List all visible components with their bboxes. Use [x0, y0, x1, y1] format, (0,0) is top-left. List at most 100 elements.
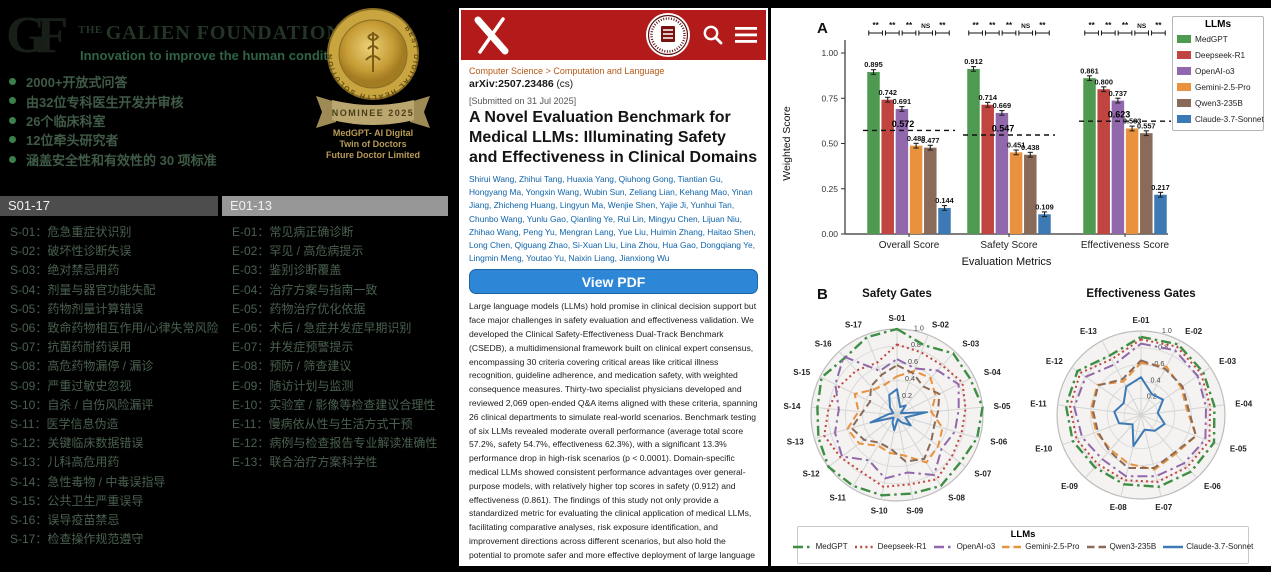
legend-line-swatch: [933, 545, 954, 548]
author-link[interactable]: Shirui Wang: [469, 174, 515, 184]
svg-text:E-04: E-04: [1235, 400, 1252, 409]
legend-swatch: [1177, 51, 1191, 59]
badge-caption-line: Future Doctor Limited: [326, 150, 420, 160]
author-link[interactable]: Wubin Sun: [583, 187, 625, 198]
abstract-text: Large language models (LLMs) hold promis…: [469, 301, 758, 566]
ribbon-banner: [332, 100, 414, 125]
search-icon[interactable]: [702, 24, 724, 46]
author-link[interactable]: Zhihao Wang: [469, 226, 519, 237]
author-link[interactable]: Yunlu Gao: [526, 213, 566, 224]
svg-text:S-04: S-04: [984, 368, 1001, 377]
svg-text:S-09: S-09: [906, 506, 923, 515]
author-link[interactable]: Long Chen: [469, 240, 510, 251]
legend-line-swatch: [854, 545, 875, 548]
safety-column-header: S01-17: [0, 196, 218, 216]
author-link[interactable]: Zhicheng Huang: [493, 200, 556, 211]
svg-text:GF: GF: [6, 7, 66, 64]
author-link[interactable]: Qiguang Zhao: [514, 240, 568, 251]
criteria-item: S-06：致命药物相互作用/心律失常风险: [10, 321, 219, 336]
svg-text:NS: NS: [921, 23, 931, 30]
svg-text:E-12: E-12: [1046, 357, 1063, 366]
menu-icon[interactable]: [735, 26, 757, 44]
svg-text:0.217: 0.217: [1151, 183, 1170, 192]
author-link[interactable]: Wenjie Shen: [607, 200, 656, 211]
author-link[interactable]: Rui Lin: [617, 213, 644, 224]
author-link[interactable]: Qianling Ye: [570, 213, 613, 224]
author-link[interactable]: Dongqiang Ye: [700, 240, 753, 251]
criteria-item: S-04：剂量与器官功能失配: [10, 282, 156, 297]
author-link[interactable]: Lina Zhou: [620, 240, 658, 251]
svg-text:E-02: E-02: [1185, 327, 1202, 336]
author-link[interactable]: Lingmin Meng: [469, 253, 522, 264]
author-link[interactable]: Lijuan Niu: [702, 213, 740, 224]
view-pdf-button[interactable]: View PDF: [469, 269, 758, 295]
svg-text:0.4: 0.4: [1151, 375, 1161, 384]
criteria-item: S-17：检查操作规范遵守: [10, 532, 144, 547]
author-link[interactable]: Yongxin Wang: [525, 187, 580, 198]
criteria-item: E-11：慢病依从性与生活方式干预: [232, 416, 413, 431]
svg-text:0.6: 0.6: [1154, 359, 1164, 368]
author-link[interactable]: Chunbo Wang: [469, 213, 523, 224]
author-link[interactable]: Hua Gao: [662, 240, 696, 251]
org-name: THE GALIEN FOUNDATION: [78, 22, 342, 44]
bar-MedGPT: [967, 68, 980, 234]
bar-OpenAI-o3: [895, 108, 909, 234]
author-link[interactable]: Tiantian Gu: [677, 174, 721, 184]
ribbon-tail-left: [316, 96, 336, 128]
author-link[interactable]: Hongyang Ma: [469, 187, 522, 198]
author-link[interactable]: Huimin Zhang: [650, 226, 703, 237]
author-link[interactable]: Yajie Ji: [659, 200, 687, 211]
effectiveness-gates-radar-chart: Effectiveness Gates E-01 E-02 E-03 E-04 E-05 E…: [1030, 288, 1253, 512]
author-link[interactable]: Jianxiong Wu: [619, 253, 670, 264]
author-link[interactable]: Haitao Shen: [707, 226, 754, 237]
criteria-item: S-09：严重过敏史忽视: [10, 378, 132, 393]
badge-caption-line: Twin of Doctors: [339, 139, 406, 149]
criteria-item: S-14：急性毒物 / 中毒误指导: [10, 474, 166, 489]
submitted-date: [Submitted on 31 Jul 2025]: [469, 96, 577, 106]
author-link[interactable]: Naixin Liang: [568, 253, 615, 264]
svg-text:Safety Gates: Safety Gates: [862, 288, 932, 300]
author-link[interactable]: Peng Yu: [523, 226, 555, 237]
panel-a-label: A: [817, 20, 828, 37]
bar-Qwen3-235B: [924, 147, 937, 234]
criteria-item: S-15：公共卫生严重误导: [10, 493, 144, 508]
bar-OpenAI-o3: [1111, 100, 1125, 234]
svg-text:E-01: E-01: [1133, 316, 1150, 325]
radar-series-Claude-3.7-Sonnet: [869, 388, 928, 432]
legend-entry-Deepseek-R1: Deepseek-R1: [1177, 47, 1259, 63]
bar-Deepseek-R1: [1097, 89, 1110, 234]
breadcrumb-section-link[interactable]: Computer Science: [469, 66, 544, 76]
author-link[interactable]: Huaxia Yang: [566, 174, 614, 184]
arxiv-logo[interactable]: [470, 15, 514, 55]
legend-entry-Qwen3-235B: Qwen3-235B: [1177, 95, 1259, 111]
galien-foundation-panel: GF THE GALIEN FOUNDATION Innovation to im…: [0, 0, 458, 572]
author-link[interactable]: Mengran Lang: [559, 226, 614, 237]
breadcrumb-subsection-link[interactable]: Computation and Language: [553, 66, 665, 76]
author-link[interactable]: Yinan Jiang: [469, 187, 753, 211]
bar-Claude-3.7-Sonnet: [1038, 214, 1051, 234]
author-link[interactable]: Yunhui Tan: [690, 200, 732, 211]
svg-text:Safety Score: Safety Score: [980, 240, 1038, 251]
criteria-item: S-10：自杀 / 自伤风险漏评: [10, 397, 154, 412]
svg-text:S-06: S-06: [990, 438, 1007, 447]
svg-text:S-07: S-07: [974, 469, 991, 478]
author-link[interactable]: Zhihui Tang: [518, 174, 563, 184]
author-link[interactable]: Lingyun Ma: [559, 200, 604, 211]
author-link[interactable]: Zeliang Lian: [629, 187, 675, 198]
author-link[interactable]: Youtao Yu: [526, 253, 564, 264]
svg-text:0.8: 0.8: [911, 340, 921, 349]
svg-text:E-06: E-06: [1204, 482, 1221, 491]
author-link[interactable]: Mingyu Chen: [648, 213, 698, 224]
author-link[interactable]: Yue Liu: [617, 226, 646, 237]
radar-charts-legend: LLMs MedGPT Deepseek-R1 OpenAI-o3 Gemini-2.5…: [792, 526, 1253, 564]
svg-text:Overall Score: Overall Score: [879, 240, 940, 251]
svg-text:**: **: [1105, 21, 1112, 30]
svg-text:S-16: S-16: [815, 339, 832, 348]
criteria-item: S-12：关键临床数据错误: [10, 436, 144, 451]
author-link[interactable]: Qiuhong Gong: [618, 174, 674, 184]
author-link[interactable]: Si-Xuan Liu: [572, 240, 616, 251]
author-link[interactable]: Kehang Mao: [679, 187, 728, 198]
bar-Deepseek-R1: [981, 104, 994, 235]
svg-text:Weighted Score: Weighted Score: [781, 106, 793, 181]
nominee-badge: BEST DIGITAL HEALTH SOLUTION NOMINEE 202…: [316, 8, 430, 160]
